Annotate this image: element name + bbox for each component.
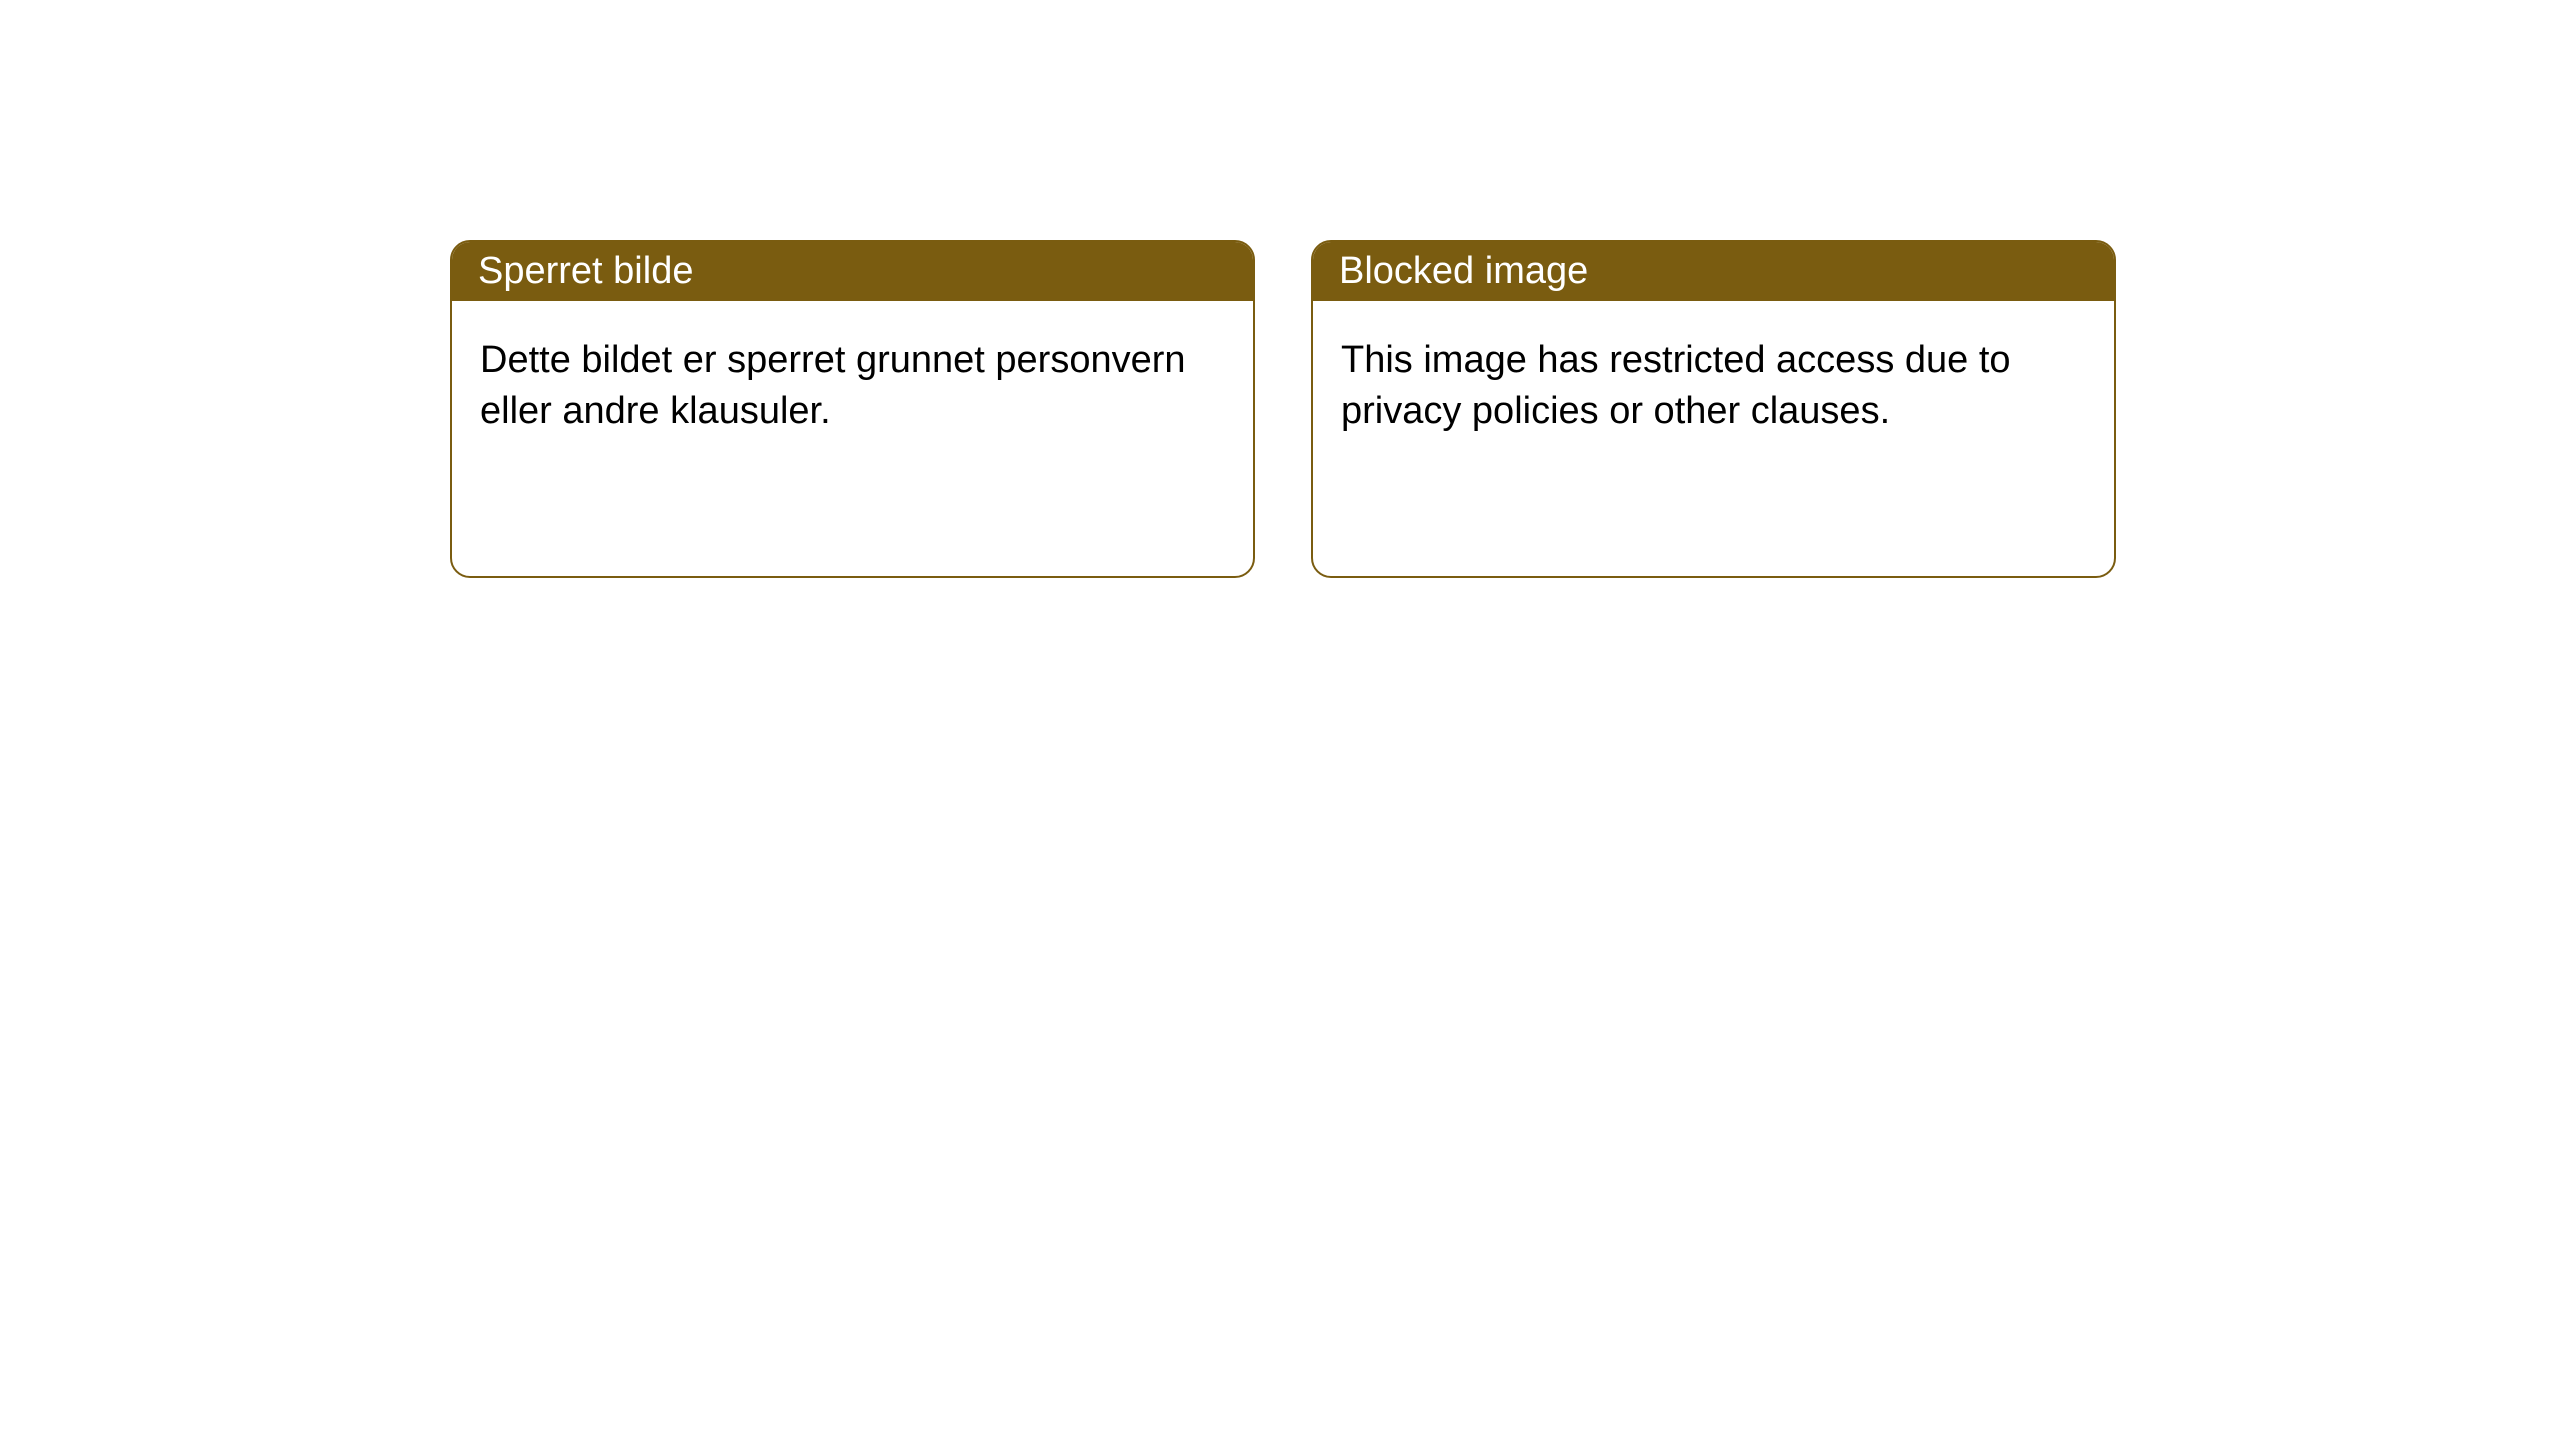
notice-card-en: Blocked image This image has restricted … bbox=[1311, 240, 2116, 578]
notice-card-no: Sperret bilde Dette bildet er sperret gr… bbox=[450, 240, 1255, 578]
notice-card-title: Sperret bilde bbox=[452, 242, 1253, 301]
notice-cards-container: Sperret bilde Dette bildet er sperret gr… bbox=[450, 240, 2560, 578]
notice-card-body: This image has restricted access due to … bbox=[1313, 301, 2114, 472]
notice-card-body: Dette bildet er sperret grunnet personve… bbox=[452, 301, 1253, 472]
notice-card-title: Blocked image bbox=[1313, 242, 2114, 301]
